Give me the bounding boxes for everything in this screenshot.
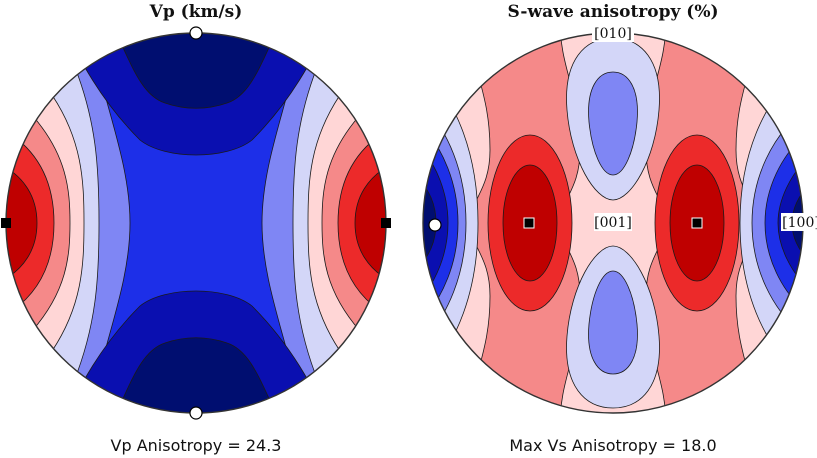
- swave-max-marker-west-center: [523, 217, 535, 229]
- swave-caption: Max Vs Anisotropy = 18.0: [509, 436, 716, 455]
- vp-min-marker-south: [189, 406, 203, 420]
- axis-label-001: [001]: [594, 213, 632, 231]
- axis-label-001-text: [001]: [594, 215, 632, 231]
- axis-label-010-bg: [592, 24, 634, 42]
- vp-contour-level-north-2: [109, 33, 283, 109]
- axis-label-100-text: [100]: [782, 215, 817, 231]
- swave-title: S-wave anisotropy (%): [507, 2, 718, 22]
- vp-contours: [6, 33, 386, 413]
- vp-plot: Vp (km/s) Vp Ani: [1, 2, 391, 455]
- axis-label-100-bg: [781, 213, 817, 231]
- vp-max-marker-west: [1, 218, 11, 228]
- swave-max-marker-east-center: [691, 217, 703, 229]
- swave-contour-level-north-drop-2: [588, 71, 638, 176]
- vp-max-marker-east: [381, 218, 391, 228]
- vp-contour-level-south-2: [109, 337, 283, 413]
- swave-plot: S-wave anisotropy (%): [422, 2, 817, 455]
- axis-label-010-text: [010]: [594, 26, 632, 42]
- vp-caption: Vp Anisotropy = 24.3: [111, 436, 282, 455]
- vp-title: Vp (km/s): [149, 2, 243, 22]
- axis-label-100: [100]: [781, 213, 817, 231]
- axis-label-001-bg: [594, 213, 632, 231]
- vp-min-marker-north: [189, 26, 203, 40]
- swave-min-marker-west: [428, 218, 442, 232]
- axis-label-010: [010]: [592, 24, 634, 42]
- swave-contour-level-south-drop-2: [588, 270, 638, 375]
